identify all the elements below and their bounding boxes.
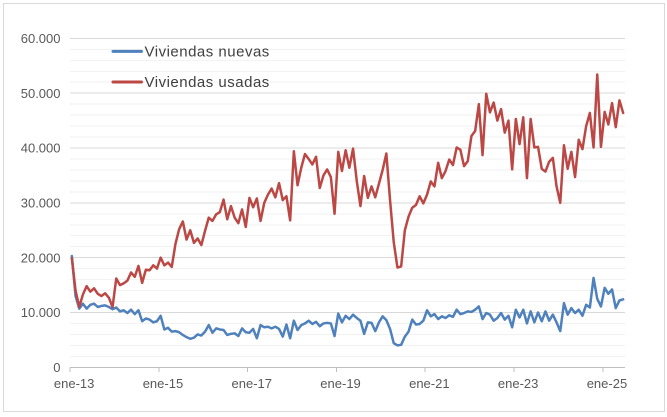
svg-text:ene-15: ene-15 bbox=[143, 376, 183, 391]
svg-text:ene-13: ene-13 bbox=[54, 376, 94, 391]
svg-text:ene-17: ene-17 bbox=[232, 376, 272, 391]
svg-text:ene-25: ene-25 bbox=[587, 376, 627, 391]
svg-text:ene-21: ene-21 bbox=[409, 376, 449, 391]
svg-text:0: 0 bbox=[53, 360, 60, 375]
svg-text:Viviendas usadas: Viviendas usadas bbox=[145, 74, 270, 91]
svg-text:ene-19: ene-19 bbox=[320, 376, 360, 391]
svg-text:40.000: 40.000 bbox=[21, 141, 61, 156]
svg-text:20.000: 20.000 bbox=[21, 250, 61, 265]
svg-text:60.000: 60.000 bbox=[21, 31, 61, 46]
svg-text:30.000: 30.000 bbox=[21, 195, 61, 210]
svg-text:ene-23: ene-23 bbox=[498, 376, 538, 391]
svg-text:Viviendas nuevas: Viviendas nuevas bbox=[145, 43, 270, 60]
svg-text:10.000: 10.000 bbox=[21, 305, 61, 320]
svg-text:50.000: 50.000 bbox=[21, 86, 61, 101]
